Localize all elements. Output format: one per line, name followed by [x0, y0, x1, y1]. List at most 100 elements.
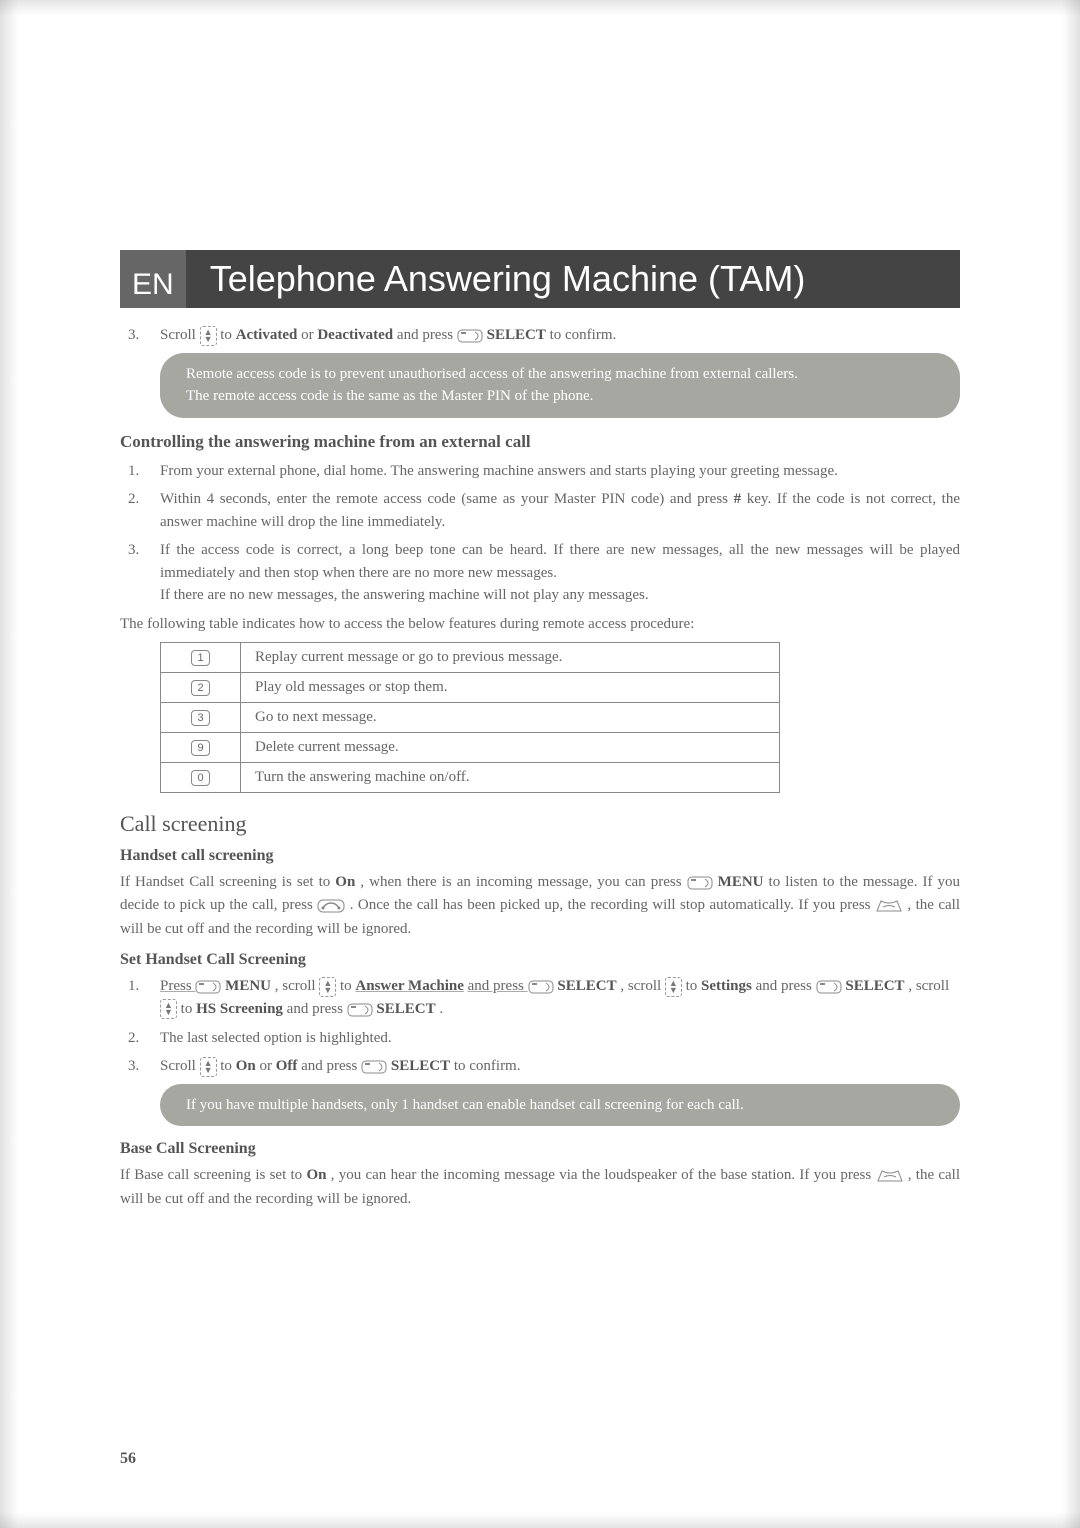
note-remote-access: Remote access code is to prevent unautho… — [160, 353, 960, 418]
softkey-icon — [457, 324, 483, 347]
table-row: 0 Turn the answering machine on/off. — [161, 763, 780, 793]
scroll-icon: ▲▼ — [665, 977, 682, 997]
softkey-icon — [347, 998, 373, 1021]
step-list-top: Scroll ▲▼ to Activated or Deactivated an… — [120, 324, 960, 347]
remote-keys-table: 1 Replay current message or go to previo… — [160, 642, 780, 793]
text: or — [301, 327, 317, 343]
label-on: On — [236, 1058, 256, 1074]
label-answer-machine: Answer Machine — [355, 978, 463, 994]
page-shadow-right — [1062, 0, 1080, 1528]
set-handset-list: Press MENU , scroll ▲▼ to Answer Machine… — [120, 975, 960, 1078]
text: , scroll — [908, 978, 949, 994]
text: , when there is an incoming message, you… — [360, 874, 686, 890]
key-cell: 0 — [161, 763, 241, 793]
label-on: On — [306, 1167, 326, 1183]
text: to — [220, 1058, 235, 1074]
text: If Base call screening is set to — [120, 1167, 306, 1183]
label-menu: MENU — [225, 978, 271, 994]
text: to — [181, 1001, 196, 1017]
softkey-icon — [361, 1055, 387, 1078]
table-row: 2 Play old messages or stop them. — [161, 673, 780, 703]
text: Within 4 seconds, enter the remote acces… — [160, 491, 734, 507]
page-shadow-bottom — [0, 1512, 1080, 1528]
page-number: 56 — [120, 1450, 136, 1468]
text: and press — [756, 978, 816, 994]
desc-cell: Replay current message or go to previous… — [241, 643, 780, 673]
label-select: SELECT — [487, 327, 546, 343]
label-on: On — [335, 874, 355, 890]
key-cell: 9 — [161, 733, 241, 763]
language-badge: EN — [120, 250, 186, 308]
scroll-icon: ▲▼ — [319, 977, 336, 997]
softkey-icon — [687, 871, 713, 894]
ctrl-step-3: If the access code is correct, a long be… — [160, 539, 960, 607]
label-activated: Activated — [236, 327, 298, 343]
desc-cell: Turn the answering machine on/off. — [241, 763, 780, 793]
text-line2: If there are no new messages, the answer… — [160, 587, 649, 603]
key-cell: 3 — [161, 703, 241, 733]
text-line1: If the access code is correct, a long be… — [160, 542, 960, 581]
header-block: EN Telephone Answering Machine (TAM) — [120, 250, 960, 308]
ctrl-step-1: From your external phone, dial home. The… — [160, 460, 960, 483]
text: , scroll — [275, 978, 320, 994]
label-hs-screening: HS Screening — [196, 1001, 283, 1017]
key-2-icon: 2 — [191, 680, 209, 696]
text: Scroll — [160, 1058, 200, 1074]
text: . — [439, 1001, 443, 1017]
label-select: SELECT — [376, 1001, 435, 1017]
call-icon — [317, 894, 345, 917]
label-deactivated: Deactivated — [317, 327, 393, 343]
table-intro: The following table indicates how to acc… — [120, 613, 960, 636]
softkey-icon — [528, 975, 554, 998]
table-row: 3 Go to next message. — [161, 703, 780, 733]
desc-cell: Play old messages or stop them. — [241, 673, 780, 703]
label-select: SELECT — [557, 978, 616, 994]
set-step-1: Press MENU , scroll ▲▼ to Answer Machine… — [160, 975, 960, 1021]
label-select: SELECT — [391, 1058, 450, 1074]
note-line-2: The remote access code is the same as th… — [186, 385, 934, 408]
page-shadow-top — [0, 0, 1080, 16]
text: to — [340, 978, 355, 994]
text: , scroll — [620, 978, 665, 994]
text: and press — [287, 1001, 347, 1017]
scroll-icon: ▲▼ — [200, 326, 217, 346]
note-multiple-handsets: If you have multiple handsets, only 1 ha… — [160, 1084, 960, 1127]
text: and press — [468, 978, 528, 994]
label-off: Off — [276, 1058, 298, 1074]
softkey-icon — [195, 975, 221, 998]
text: and press — [397, 327, 457, 343]
note-line-1: Remote access code is to prevent unautho… — [186, 363, 934, 386]
heading-call-screening: Call screening — [120, 811, 960, 837]
set-step-2: The last selected option is highlighted. — [160, 1027, 960, 1050]
label-menu: MENU — [718, 874, 764, 890]
step-3-top: Scroll ▲▼ to Activated or Deactivated an… — [160, 324, 960, 347]
heading-handset-call: Handset call screening — [120, 847, 960, 865]
base-paragraph: If Base call screening is set to On , yo… — [120, 1164, 960, 1211]
text: . Once the call has been picked up, the … — [350, 897, 875, 913]
text: Scroll — [160, 327, 200, 343]
text-press: Press — [160, 978, 195, 994]
text: If Handset Call screening is set to — [120, 874, 335, 890]
key-9-icon: 9 — [191, 740, 209, 756]
handset-paragraph: If Handset Call screening is set to On ,… — [120, 871, 960, 941]
end-call-icon — [875, 894, 903, 917]
controlling-list: From your external phone, dial home. The… — [120, 460, 960, 607]
manual-page: EN Telephone Answering Machine (TAM) Scr… — [0, 0, 1080, 1528]
desc-cell: Delete current message. — [241, 733, 780, 763]
heading-controlling: Controlling the answering machine from a… — [120, 432, 960, 452]
text: to — [686, 978, 701, 994]
end-call-icon — [876, 1164, 904, 1187]
text: to confirm. — [454, 1058, 521, 1074]
scroll-icon: ▲▼ — [160, 999, 177, 1019]
label-select: SELECT — [845, 978, 904, 994]
key-3-icon: 3 — [191, 710, 209, 726]
key-cell: 2 — [161, 673, 241, 703]
table-row: 9 Delete current message. — [161, 733, 780, 763]
text: , you can hear the incoming message via … — [331, 1167, 876, 1183]
desc-cell: Go to next message. — [241, 703, 780, 733]
set-step-3: Scroll ▲▼ to On or Off and press SELECT … — [160, 1055, 960, 1078]
text: and press — [301, 1058, 361, 1074]
key-cell: 1 — [161, 643, 241, 673]
ctrl-step-2: Within 4 seconds, enter the remote acces… — [160, 488, 960, 533]
page-title: Telephone Answering Machine (TAM) — [186, 250, 960, 308]
